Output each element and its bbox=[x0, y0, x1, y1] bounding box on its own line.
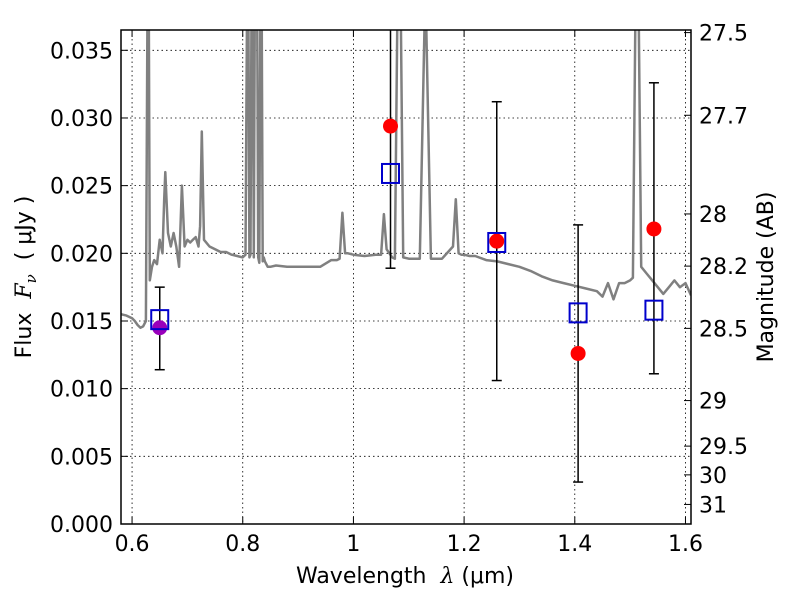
y-tick-label: 0.005 bbox=[50, 445, 113, 470]
y-tick-label: 0.010 bbox=[50, 378, 113, 403]
y2-axis-title: Magnitude (AB) bbox=[754, 192, 779, 363]
plot-frame bbox=[120, 29, 692, 525]
y2-tick-label: 29 bbox=[699, 390, 727, 415]
model-box bbox=[381, 162, 401, 184]
y2-tick-label: 28.5 bbox=[699, 317, 748, 342]
y-axis-title-unit: ( μJy ) bbox=[12, 196, 37, 275]
model-box bbox=[568, 302, 588, 324]
observed-point bbox=[152, 320, 168, 336]
y-axis-title-subscript: ν bbox=[22, 274, 40, 283]
y-tick-label: 0.035 bbox=[50, 39, 113, 64]
axis-ticks: 0.6 0.8 1 1.2 1.4 1.6 0.000 0.005 0.010 0.015 0.02… bbox=[50, 22, 748, 557]
y2-tick-label: 27.7 bbox=[699, 104, 748, 129]
x-axis-title-symbol: λ bbox=[439, 564, 454, 589]
model-box bbox=[644, 299, 664, 321]
model-box bbox=[150, 309, 170, 331]
x-tick-label: 1.2 bbox=[447, 532, 482, 557]
spectrum-line bbox=[121, 30, 691, 330]
y-tick-label: 0.020 bbox=[50, 242, 113, 267]
y-axis-title: Flux Fν ( μJy ) bbox=[12, 196, 40, 359]
x-axis-title-prefix: Wavelength bbox=[296, 564, 441, 589]
y-axis-title-symbol: F bbox=[12, 283, 37, 300]
photometry-series bbox=[152, 118, 662, 361]
observed-point bbox=[646, 221, 662, 237]
y-tick-label: 0.030 bbox=[50, 107, 113, 132]
y2-tick-label: 29.5 bbox=[699, 435, 748, 460]
y-tick-label: 0.000 bbox=[50, 513, 113, 538]
model-box-series bbox=[150, 162, 664, 331]
x-axis-title: Wavelength λ (μm) bbox=[296, 564, 514, 589]
y-axis-title-prefix: Flux bbox=[12, 299, 37, 359]
y2-tick-label: 30 bbox=[699, 464, 727, 489]
errorbar-series bbox=[154, 30, 659, 483]
x-tick-label: 1.6 bbox=[668, 532, 703, 557]
y2-tick-label: 28 bbox=[699, 203, 727, 228]
y2-tick-label: 27.5 bbox=[699, 22, 748, 47]
grid-lines bbox=[121, 30, 691, 525]
y2-tick-label: 28.2 bbox=[699, 255, 748, 280]
x-tick-label: 0.6 bbox=[115, 532, 150, 557]
observed-point bbox=[489, 233, 505, 249]
x-tick-label: 0.8 bbox=[225, 532, 260, 557]
spectrum-series bbox=[121, 30, 691, 330]
y-tick-label: 0.025 bbox=[50, 175, 113, 200]
y2-tick-label: 31 bbox=[699, 493, 727, 518]
observed-point bbox=[570, 345, 586, 361]
observed-point bbox=[383, 118, 399, 134]
x-axis-title-unit: (μm) bbox=[454, 564, 514, 589]
x-tick-label: 1 bbox=[346, 532, 360, 557]
model-box bbox=[487, 231, 507, 253]
y-tick-label: 0.015 bbox=[50, 310, 113, 335]
x-tick-label: 1.4 bbox=[557, 532, 592, 557]
